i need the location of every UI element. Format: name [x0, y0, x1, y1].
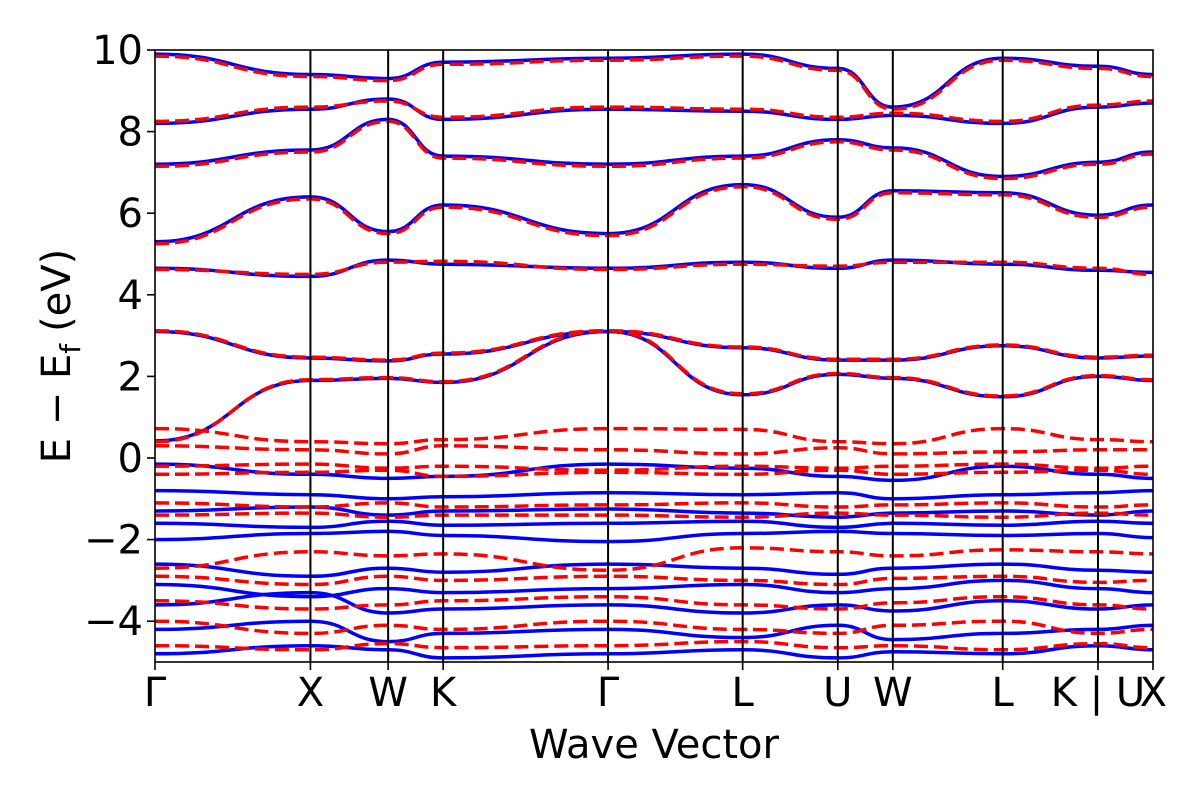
y-tick-label: 6: [118, 191, 143, 237]
solid-blue-band-10: [155, 519, 1153, 530]
y-tick-label: 2: [118, 354, 143, 400]
y-axis-label-main: E − E: [34, 354, 80, 464]
x-tick-label: X: [297, 670, 324, 716]
solid-blue-band-14: [155, 590, 1153, 615]
dashed-red-band-8: [155, 444, 1153, 456]
dashed-red-band-0: [155, 328, 1153, 444]
x-tick-label: U: [823, 670, 852, 716]
y-axis-ticks: 10 8 6 4 2 0 −2 −4: [84, 28, 155, 645]
solid-blue-band-13: [155, 578, 1153, 599]
dashed-red-band-5: [155, 99, 1153, 124]
high-symmetry-lines: [309, 50, 1099, 662]
y-tick-label: 0: [118, 436, 143, 482]
dashed-red-band-11: [155, 501, 1153, 509]
x-tick-label: X: [1140, 670, 1167, 716]
y-axis-label: E − Ef (eV): [34, 249, 87, 464]
plot-frame: [154, 49, 1154, 663]
y-tick-label: 10: [92, 28, 143, 74]
y-tick-label: 4: [118, 273, 143, 319]
y-tick-label: −4: [84, 599, 143, 645]
dashed-red-band-16: [155, 619, 1153, 636]
x-tick-label: L: [992, 670, 1015, 716]
solid-blue-band-6: [155, 52, 1153, 109]
dashed-red-band-12: [155, 511, 1153, 519]
bands-layer: [155, 52, 1153, 660]
x-tick-label: W: [873, 670, 913, 716]
dashed-red-band-2: [155, 259, 1153, 277]
y-tick-label: −2: [84, 518, 143, 564]
solid-blue-band-4: [155, 117, 1153, 179]
dashed-red-band-3: [155, 184, 1153, 246]
dashed-red-band-4: [155, 119, 1153, 181]
x-tick-label: L: [732, 670, 755, 716]
x-tick-label: Γ: [597, 670, 620, 716]
dashed-red-band-10: [155, 468, 1153, 479]
y-axis-label-subscript: f: [54, 343, 87, 354]
x-tick-label: K | U: [1051, 670, 1145, 716]
solid-blue-band-8: [155, 488, 1153, 501]
x-tick-label: K: [430, 670, 458, 716]
x-tick-label: Γ: [144, 670, 167, 716]
solid-blue-band-12: [155, 562, 1153, 579]
x-axis-label: Wave Vector: [529, 722, 780, 768]
dashed-red-band-14: [155, 574, 1153, 587]
dashed-red-band-9: [155, 462, 1153, 472]
dashed-red-band-1: [155, 328, 1153, 362]
dashed-red-band-17: [155, 639, 1153, 652]
solid-blue-band-16: [155, 643, 1153, 660]
y-tick-label: 8: [118, 110, 143, 156]
solid-blue-band-9: [155, 505, 1153, 519]
dashed-red-band-7: [155, 426, 1153, 446]
dashed-red-band-15: [155, 594, 1153, 611]
y-axis-label-unit: (eV): [34, 249, 80, 332]
x-tick-label: W: [368, 670, 408, 716]
solid-blue-band-2: [155, 258, 1153, 279]
solid-blue-band-11: [155, 529, 1153, 544]
